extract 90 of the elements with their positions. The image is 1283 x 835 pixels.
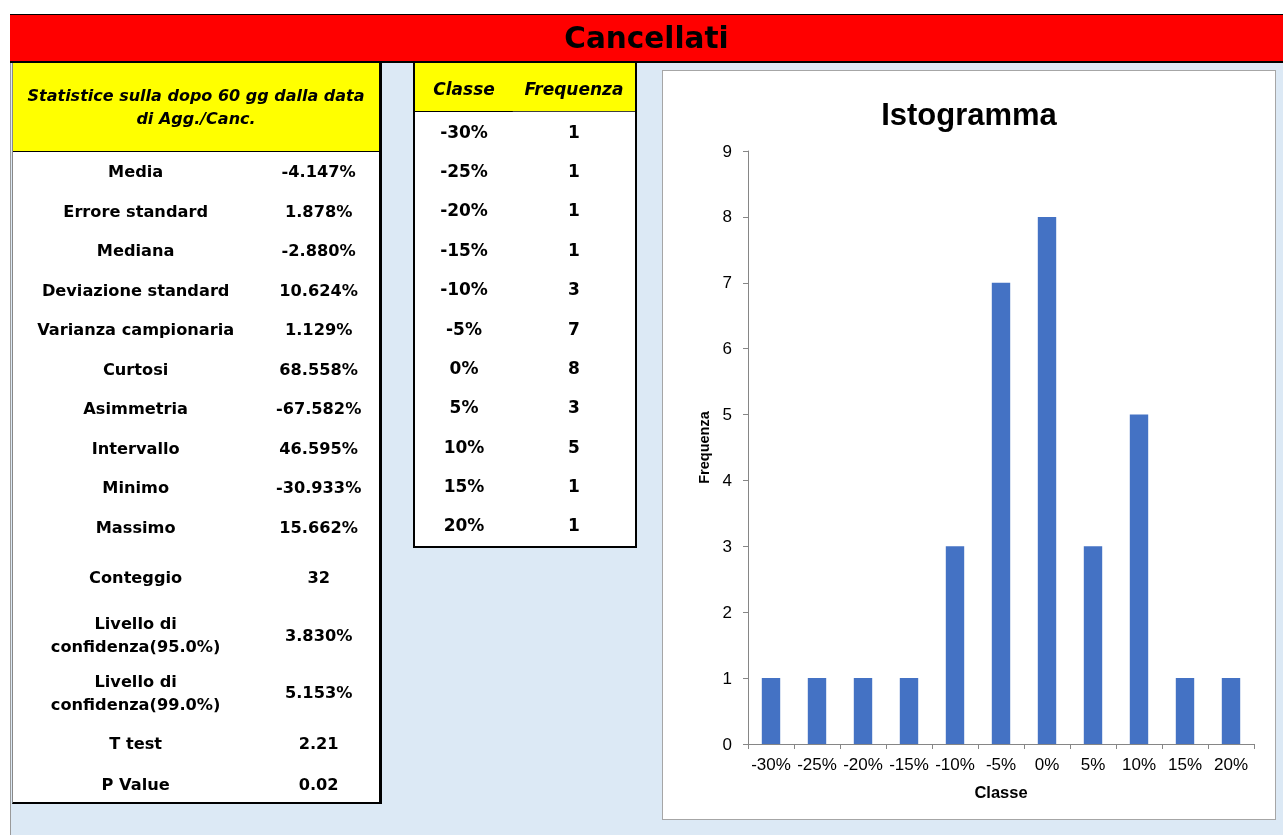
text: 1.129% [283,319,354,342]
bar [761,678,781,744]
text: Conteggio [88,566,184,589]
y-tick-label: 0 [722,734,732,754]
bar [1175,678,1195,744]
bar [945,546,965,744]
text: P Value [100,773,171,796]
x-tick-label: 10% [1121,755,1157,774]
text: 32 [306,566,331,589]
y-tick-label: 7 [722,273,732,293]
x-tick-label: -20% [843,755,883,774]
y-tick-label: 2 [722,602,732,622]
x-tick-label: 5% [1080,755,1106,774]
text: -2.880% [280,240,357,263]
y-tick-label: 5% [449,397,479,418]
text: Intervallo [90,437,181,460]
y-tick-label: 15% [443,475,485,496]
y-tick-label: -5% [446,318,482,339]
x-tick-label: -30% [751,755,791,774]
text: 15.662% [278,516,359,539]
x-tick-label: 15% [1167,755,1203,774]
y-tick-label: -15% [440,239,488,260]
text: 46.595% [278,437,359,460]
y-tick-label: 1 [722,668,732,688]
text: -30.933% [274,477,363,500]
y-tick-label: -20% [440,200,488,221]
text: Deviazione standard [40,279,231,302]
y-tick-label: 20% [443,515,485,536]
x-tick-label: -5% [985,755,1017,774]
text: Statistice sulla dopo 60 gg dalla data di Agg./Canc. [26,85,366,130]
x-tick-label: 20% [1213,755,1249,774]
text: 68.558% [278,358,359,381]
text: Asimmetria [82,398,189,421]
text: 5.153% [283,682,354,704]
y-tick-label: 8 [722,207,732,227]
x-tick-label: -15% [889,755,929,774]
text: T test [108,733,164,755]
x-tick-label: -10% [935,755,975,774]
chart-title: Istogramma [881,97,1058,132]
data-label: 1 [568,475,580,496]
text: Mediana [95,240,176,263]
text: Livello di confidenza(95.0%) [49,613,222,658]
bar [1129,414,1149,744]
x-tick-label: -25% [797,755,837,774]
text: 0.02 [297,773,340,796]
data-label: 1 [568,239,580,260]
x-axis-title: Classe [974,782,1028,801]
data-label: 8 [568,357,580,378]
y-tick-label: -10% [440,279,488,300]
y-axis-title: Classe [433,78,495,99]
text: Varianza campionaria [36,319,236,342]
text: Media [107,161,165,184]
y-tick-label: 5 [722,405,732,425]
text: -67.582% [274,398,363,421]
data-label: 1 [568,515,580,536]
bar [807,678,827,744]
text: Curtosi [101,358,170,381]
bar [1083,546,1103,744]
text: Cancellati [564,21,729,55]
bar [853,678,873,744]
data-label: 5 [568,436,580,457]
text: -4.147% [280,161,357,184]
y-tick-label: 4 [722,470,732,490]
y-tick-label: 6 [722,339,732,359]
y-tick-label: -30% [440,121,488,142]
data-label: 1 [568,121,580,142]
bar [991,282,1011,744]
text: 1.878% [283,200,354,223]
bar [899,678,919,744]
data-label: 3 [568,279,580,300]
text: 10.624% [278,279,359,302]
text: 2.21 [297,733,340,755]
y-tick-label: 0% [449,357,479,378]
bar [1221,678,1241,744]
data-label: 1 [568,161,580,182]
text: Errore standard [62,200,209,223]
y-tick-label: -25% [440,161,488,182]
y-tick-label: 9 [722,141,732,161]
y-axis-title: Frequenza [695,410,712,484]
text: Massimo [94,516,177,539]
y-tick-label: 3 [722,536,732,556]
text: 3.830% [283,624,354,647]
data-label: 7 [568,318,580,339]
x-tick-label: 0% [1034,755,1060,774]
data-label: 3 [568,397,580,418]
data-label: 1 [568,200,580,221]
text: Minimo [101,477,170,500]
y-tick-label: 10% [443,436,485,457]
bar [1037,216,1057,744]
text: Livello di confidenza(99.0%) [49,670,222,716]
